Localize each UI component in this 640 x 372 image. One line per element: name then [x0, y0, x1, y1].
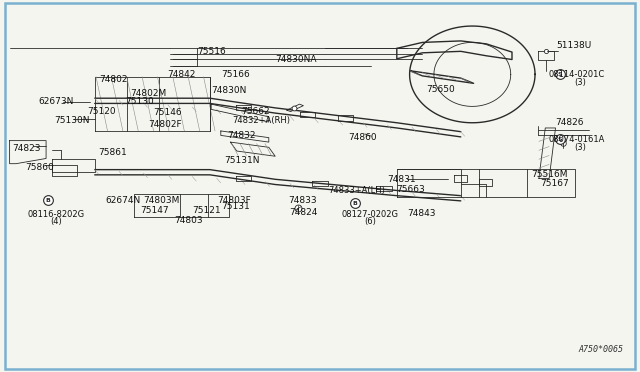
Text: 75166: 75166 — [221, 70, 250, 79]
Text: 62673N: 62673N — [38, 97, 74, 106]
Text: 51138U: 51138U — [556, 41, 591, 50]
Text: 74803: 74803 — [175, 216, 203, 225]
Text: 08116-8202G: 08116-8202G — [28, 210, 85, 219]
Text: 75650: 75650 — [426, 85, 454, 94]
Text: 74832: 74832 — [228, 131, 256, 140]
Text: 75861: 75861 — [99, 148, 127, 157]
Text: B: B — [45, 198, 51, 203]
Text: (6): (6) — [364, 217, 376, 226]
Text: 75516M: 75516M — [531, 170, 568, 179]
Text: 74802F: 74802F — [148, 120, 182, 129]
Text: 75663: 75663 — [397, 185, 425, 194]
Text: A750*0065: A750*0065 — [579, 345, 623, 354]
Text: 75516: 75516 — [197, 47, 225, 56]
Text: 75121: 75121 — [192, 206, 220, 215]
Text: 75131: 75131 — [221, 202, 250, 211]
Text: 75147: 75147 — [141, 206, 169, 215]
Text: 74803F: 74803F — [218, 196, 251, 205]
Text: 74831: 74831 — [388, 175, 416, 184]
Text: S: S — [557, 72, 563, 77]
Text: 75662: 75662 — [242, 107, 270, 116]
Text: S: S — [557, 137, 563, 142]
Text: 74830NA: 74830NA — [275, 55, 316, 64]
Text: 74823: 74823 — [13, 144, 41, 153]
Text: 74826: 74826 — [556, 118, 584, 126]
Text: 74830N: 74830N — [211, 86, 247, 95]
Text: 08074-0161A: 08074-0161A — [548, 135, 605, 144]
Text: 74843: 74843 — [407, 209, 435, 218]
Text: (3): (3) — [574, 78, 586, 87]
Text: 75130N: 75130N — [54, 116, 90, 125]
Text: 74824: 74824 — [289, 208, 317, 217]
Text: 75146: 75146 — [154, 108, 182, 117]
Text: 74803M: 74803M — [143, 196, 179, 205]
Text: 74802M: 74802M — [131, 89, 166, 98]
Text: 62674N: 62674N — [105, 196, 141, 205]
Text: 75131N: 75131N — [224, 156, 260, 165]
Text: 74860: 74860 — [348, 133, 376, 142]
Text: 75167: 75167 — [540, 179, 568, 187]
Text: 74833: 74833 — [288, 196, 316, 205]
Text: 74832+A(RH): 74832+A(RH) — [232, 116, 290, 125]
Text: 74842: 74842 — [167, 70, 195, 79]
Text: (3): (3) — [574, 143, 586, 152]
Text: 74833+A(LH): 74833+A(LH) — [329, 186, 385, 195]
Text: 75130: 75130 — [125, 97, 154, 106]
Text: 08127-0202G: 08127-0202G — [341, 210, 399, 219]
Text: 74802: 74802 — [100, 75, 128, 84]
Text: B: B — [353, 201, 358, 206]
Text: 08114-0201C: 08114-0201C — [548, 70, 605, 79]
Text: 75120: 75120 — [87, 107, 115, 116]
Text: (4): (4) — [51, 217, 62, 226]
Text: 75860: 75860 — [26, 163, 54, 172]
